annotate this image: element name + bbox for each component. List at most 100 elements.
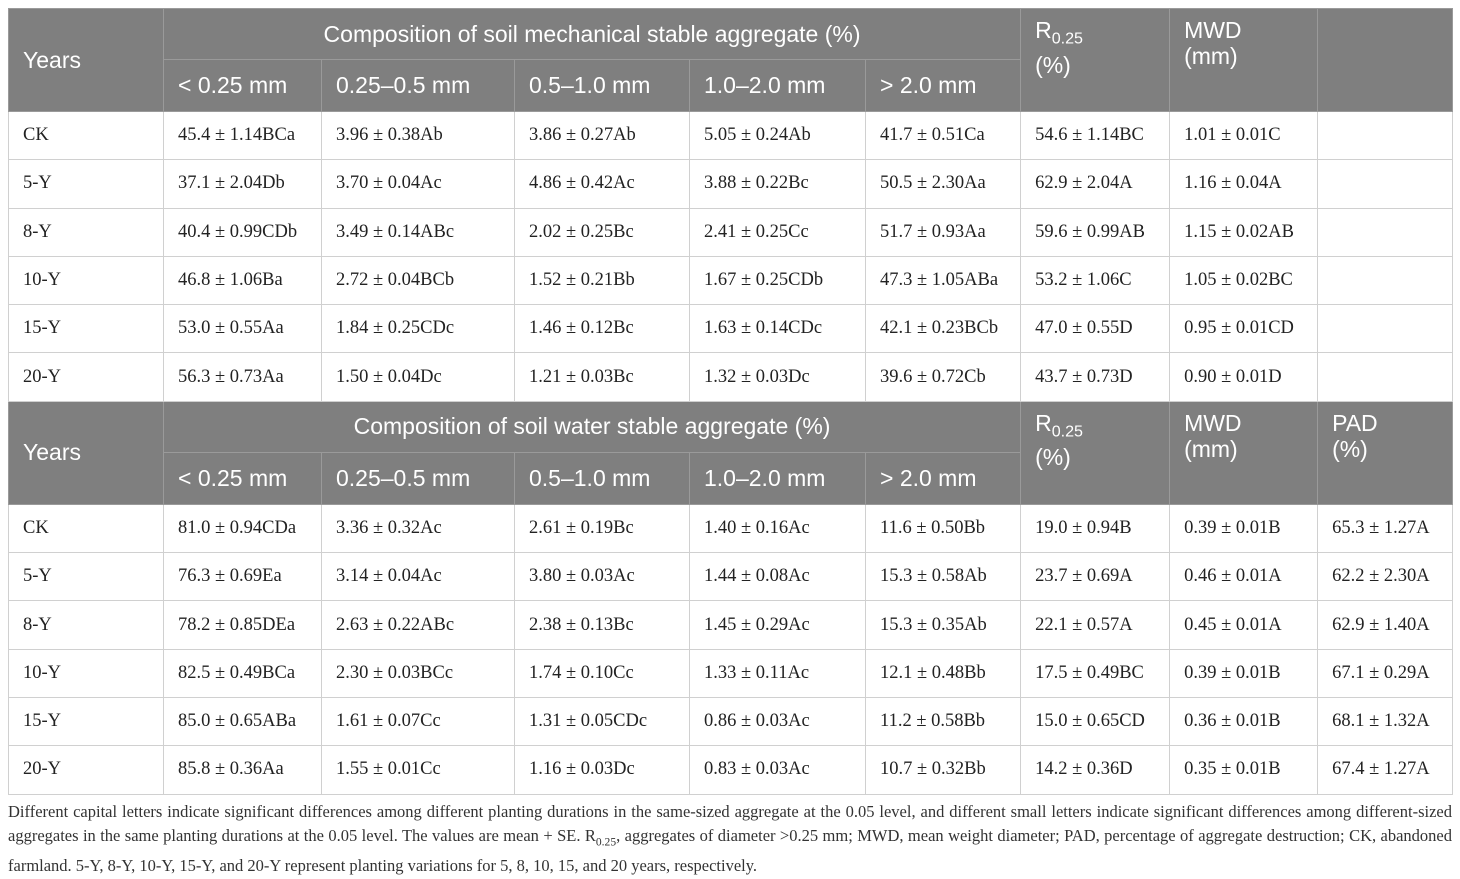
data-cell: 56.3 ± 0.73Aa: [163, 352, 322, 402]
table-note: Different capital letters indicate signi…: [8, 800, 1452, 878]
data-cell: 2.02 ± 0.25Bc: [514, 207, 690, 257]
year-cell: 10-Y: [8, 648, 164, 698]
size-header: 1.0–2.0 mm: [689, 59, 866, 112]
data-cell: 0.36 ± 0.01B: [1169, 696, 1319, 747]
years-header: Years: [8, 8, 164, 112]
data-cell: 47.0 ± 0.55D: [1020, 304, 1171, 354]
data-cell: 0.35 ± 0.01B: [1169, 745, 1319, 795]
year-cell: 8-Y: [8, 207, 164, 257]
r-header: R0.25 (%): [1020, 8, 1171, 112]
data-cell: 3.86 ± 0.27Ab: [514, 110, 690, 161]
data-cell: 1.52 ± 0.21Bb: [514, 255, 690, 306]
r-header: R0.25 (%): [1020, 400, 1171, 505]
data-cell: [1317, 159, 1454, 209]
data-cell: 1.05 ± 0.02BC: [1169, 255, 1319, 306]
data-cell: 54.6 ± 1.14BC: [1020, 110, 1171, 161]
data-cell: 1.46 ± 0.12Bc: [514, 304, 690, 354]
data-cell: 1.67 ± 0.25CDb: [689, 255, 866, 306]
data-cell: 0.95 ± 0.01CD: [1169, 304, 1319, 354]
note-subscript: 0.25: [595, 836, 617, 849]
year-cell: 5-Y: [8, 552, 164, 602]
data-cell: 1.40 ± 0.16Ac: [689, 503, 866, 554]
mwd-text: MWD: [1184, 17, 1242, 43]
year-cell: 8-Y: [8, 600, 164, 650]
data-cell: 1.15 ± 0.02AB: [1169, 207, 1319, 257]
mwd-header: MWD (mm): [1169, 8, 1319, 112]
data-row: 15-Y 85.0 ± 0.65ABa 1.61 ± 0.07Cc 1.31 ± 0.…: [8, 696, 1454, 747]
data-cell: 1.21 ± 0.03Bc: [514, 352, 690, 402]
data-cell: 68.1 ± 1.32A: [1317, 696, 1454, 747]
data-cell: 10.7 ± 0.32Bb: [864, 745, 1022, 795]
data-cell: 0.90 ± 0.01D: [1169, 352, 1319, 402]
data-row: 15-Y 53.0 ± 0.55Aa 1.84 ± 0.25CDc 1.46 ± 0.…: [8, 304, 1454, 354]
data-cell: 3.36 ± 0.32Ac: [321, 503, 515, 554]
year-cell: 15-Y: [8, 304, 164, 354]
data-cell: 45.4 ± 1.14BCa: [163, 110, 322, 161]
data-cell: 62.2 ± 2.30A: [1317, 552, 1454, 602]
data-row: 5-Y 37.1 ± 2.04Db 3.70 ± 0.04Ac 4.86 ± 0.42…: [8, 159, 1454, 209]
years-header: Years: [8, 400, 164, 505]
header-row: < 0.25 mm 0.25–0.5 mm 0.5–1.0 mm 1.0–2.0 mm…: [9, 59, 1453, 112]
mwd-text: (mm): [1184, 435, 1238, 462]
data-cell: 1.45 ± 0.29Ac: [689, 600, 866, 650]
data-cell: 1.55 ± 0.01Cc: [321, 745, 515, 795]
data-cell: 46.8 ± 1.06Ba: [163, 255, 322, 306]
data-cell: 62.9 ± 2.04A: [1020, 159, 1171, 209]
data-cell: 59.6 ± 0.99AB: [1020, 207, 1171, 257]
data-cell: 41.7 ± 0.51Ca: [864, 110, 1022, 161]
data-cell: 0.86 ± 0.03Ac: [689, 696, 866, 747]
size-header: 0.25–0.5 mm: [321, 59, 515, 112]
data-cell: 2.61 ± 0.19Bc: [514, 503, 690, 554]
data-cell: 1.32 ± 0.03Dc: [689, 352, 866, 402]
data-cell: 3.49 ± 0.14ABc: [321, 207, 515, 257]
data-cell: 3.96 ± 0.38Ab: [321, 110, 515, 161]
data-cell: 51.7 ± 0.93Aa: [864, 207, 1022, 257]
data-cell: 19.0 ± 0.94B: [1020, 503, 1171, 554]
year-cell: CK: [8, 503, 164, 554]
data-cell: 15.3 ± 0.58Ab: [864, 552, 1022, 602]
pad-text: PAD: [1332, 409, 1378, 436]
data-cell: 3.70 ± 0.04Ac: [321, 159, 515, 209]
data-cell: 65.3 ± 1.27A: [1317, 503, 1454, 554]
header-row: Years Composition of soil mechanical stab…: [8, 8, 1454, 112]
year-cell: 10-Y: [8, 255, 164, 306]
data-cell: 1.84 ± 0.25CDc: [321, 304, 515, 354]
data-cell: 5.05 ± 0.24Ab: [689, 110, 866, 161]
data-cell: 2.72 ± 0.04BCb: [321, 255, 515, 306]
data-cell: 2.30 ± 0.03BCc: [321, 648, 515, 698]
year-cell: 20-Y: [8, 745, 164, 795]
year-cell: 5-Y: [8, 159, 164, 209]
size-header: > 2.0 mm: [864, 59, 1022, 112]
data-cell: 42.1 ± 0.23BCb: [864, 304, 1022, 354]
data-cell: 15.0 ± 0.65CD: [1020, 696, 1171, 747]
data-cell: [1317, 304, 1454, 354]
r-unit: (%): [1035, 51, 1071, 78]
header-row: < 0.25 mm 0.25–0.5 mm 0.5–1.0 mm 1.0–2.0 mm…: [9, 451, 1453, 505]
data-cell: 1.16 ± 0.03Dc: [514, 745, 690, 795]
data-cell: 67.1 ± 0.29A: [1317, 648, 1454, 698]
data-cell: 1.50 ± 0.04Dc: [321, 352, 515, 402]
data-row: 20-Y 56.3 ± 0.73Aa 1.50 ± 0.04Dc 1.21 ± 0.0…: [8, 352, 1454, 402]
r-subscript: 0.25: [1051, 29, 1084, 48]
data-cell: [1317, 207, 1454, 257]
size-header: < 0.25 mm: [163, 451, 322, 505]
header-row: Years Composition of soil water stable ag…: [8, 400, 1454, 505]
size-header: 0.25–0.5 mm: [321, 451, 515, 505]
data-cell: 0.46 ± 0.01A: [1169, 552, 1319, 602]
data-cell: 43.7 ± 0.73D: [1020, 352, 1171, 402]
data-cell: 53.0 ± 0.55Aa: [163, 304, 322, 354]
data-cell: 78.2 ± 0.85DEa: [163, 600, 322, 650]
data-cell: 81.0 ± 0.94CDa: [163, 503, 322, 554]
data-cell: 23.7 ± 0.69A: [1020, 552, 1171, 602]
data-cell: 0.45 ± 0.01A: [1169, 600, 1319, 650]
data-cell: 4.86 ± 0.42Ac: [514, 159, 690, 209]
data-cell: 82.5 ± 0.49BCa: [163, 648, 322, 698]
data-cell: 40.4 ± 0.99CDb: [163, 207, 322, 257]
data-row: 5-Y 76.3 ± 0.69Ea 3.14 ± 0.04Ac 3.80 ± 0.03…: [8, 552, 1454, 602]
data-cell: 15.3 ± 0.35Ab: [864, 600, 1022, 650]
data-cell: 3.80 ± 0.03Ac: [514, 552, 690, 602]
data-cell: 11.2 ± 0.58Bb: [864, 696, 1022, 747]
data-row: 20-Y 85.8 ± 0.36Aa 1.55 ± 0.01Cc 1.16 ± 0.0…: [8, 745, 1454, 795]
data-cell: 53.2 ± 1.06C: [1020, 255, 1171, 306]
data-cell: [1317, 352, 1454, 402]
